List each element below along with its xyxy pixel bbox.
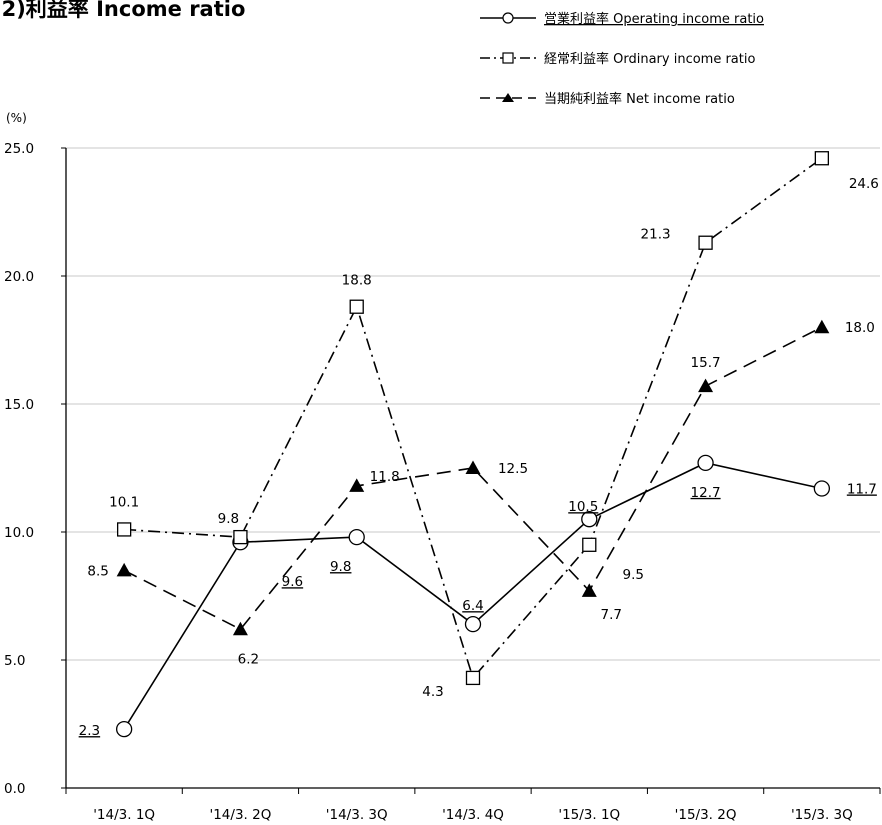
x-tick-label: '14/3. 4Q xyxy=(442,807,504,823)
axes: 0.0 5.0 10.0 15.0 20.0 25.0 '14/3. 1Q '14/3. 2Q… xyxy=(4,141,881,823)
data-label-circle: 2.3 xyxy=(79,723,100,739)
data-label-triangle: 8.5 xyxy=(87,563,108,579)
data-point-circle xyxy=(813,480,831,497)
data-label-triangle: 12.5 xyxy=(498,461,528,477)
y-tick-label: 25.0 xyxy=(4,141,34,157)
data-label-square: 9.8 xyxy=(218,511,239,527)
data-label-triangle: 7.7 xyxy=(601,607,622,623)
data-point-triangle xyxy=(116,562,132,577)
data-label-square: 18.8 xyxy=(342,273,372,289)
data-point-triangle xyxy=(349,478,365,492)
legend-entry-triangle: 当期純利益率 Net income ratio xyxy=(480,91,735,107)
data-label-triangle: 15.7 xyxy=(691,355,721,371)
data-label-circle: 6.4 xyxy=(462,598,483,614)
data-point-triangle xyxy=(232,621,248,636)
legend: 営業利益率 Operating income ratio 経常利益率 Ordina… xyxy=(480,11,764,107)
series-markers-circle xyxy=(115,454,831,738)
data-point-square xyxy=(814,151,830,166)
x-tick-label: '15/3. 1Q xyxy=(558,807,620,823)
y-tick-label: 20.0 xyxy=(4,269,34,285)
data-point-square xyxy=(582,537,597,552)
data-label-square: 9.5 xyxy=(623,567,644,583)
legend-label: 営業利益率 Operating income ratio xyxy=(544,11,764,27)
data-label-circle: 9.8 xyxy=(330,559,351,575)
data-point-triangle xyxy=(814,319,830,334)
series-markers-triangle xyxy=(116,319,830,636)
x-tick-label: '14/3. 1Q xyxy=(93,807,155,823)
legend-entry-square: 経常利益率 Ordinary income ratio xyxy=(480,51,755,67)
series-layer xyxy=(115,151,831,738)
legend-label: 当期純利益率 Net income ratio xyxy=(544,91,735,107)
data-label-square: 10.1 xyxy=(109,494,139,510)
data-point-square xyxy=(349,299,364,314)
series-line xyxy=(123,462,823,730)
data-point-circle xyxy=(697,454,714,472)
gridlines xyxy=(66,147,880,661)
data-label-triangle: 11.8 xyxy=(370,469,400,485)
y-tick-label: 5.0 xyxy=(4,653,25,669)
y-tick-label: 0.0 xyxy=(4,781,25,797)
data-point-circle xyxy=(348,528,365,546)
series-triangle xyxy=(123,326,823,631)
data-point-circle xyxy=(464,616,482,633)
data-label-circle: 9.6 xyxy=(282,574,303,590)
data-label-triangle: 18.0 xyxy=(845,320,875,336)
data-label-square: 21.3 xyxy=(641,227,671,243)
data-point-triangle xyxy=(581,583,597,597)
y-axis-unit-label: (%) xyxy=(6,111,27,125)
data-labels: 2.3 9.6 9.8 6.4 10.5 12.7 11.7 10.1 9.8 18.8 4.3 9.… xyxy=(79,176,879,739)
y-tick-label: 15.0 xyxy=(4,397,34,413)
data-point-circle xyxy=(581,511,598,528)
legend-circle-marker xyxy=(502,12,514,24)
chart-title: (2)利益率 Income ratio xyxy=(0,0,245,21)
x-tick-label: '15/3. 3Q xyxy=(791,807,853,823)
legend-entry-circle: 営業利益率 Operating income ratio xyxy=(480,11,764,27)
data-point-square xyxy=(465,670,481,686)
data-point-triangle xyxy=(698,378,714,393)
data-label-triangle: 6.2 xyxy=(238,651,259,667)
legend-label: 経常利益率 Ordinary income ratio xyxy=(544,51,755,67)
data-label-circle: 10.5 xyxy=(568,499,598,515)
data-point-triangle xyxy=(465,460,481,474)
x-tick-label: '14/3. 2Q xyxy=(210,807,272,823)
x-tick-label: '15/3. 2Q xyxy=(675,807,737,823)
x-tick-label: '14/3. 3Q xyxy=(326,807,388,823)
data-label-square: 4.3 xyxy=(422,684,443,700)
data-point-square xyxy=(233,529,248,545)
data-point-square xyxy=(698,235,713,250)
data-label-circle: 12.7 xyxy=(691,485,721,501)
data-label-circle: 11.7 xyxy=(847,481,877,497)
series-markers-square xyxy=(116,151,830,686)
legend-triangle-marker xyxy=(502,93,514,102)
data-label-square: 24.6 xyxy=(849,176,879,192)
series-circle xyxy=(123,462,823,730)
data-point-square xyxy=(116,522,132,537)
y-tick-label: 10.0 xyxy=(4,525,34,541)
data-point-circle xyxy=(115,720,133,738)
series-line xyxy=(123,326,823,631)
legend-square-marker xyxy=(502,52,514,64)
